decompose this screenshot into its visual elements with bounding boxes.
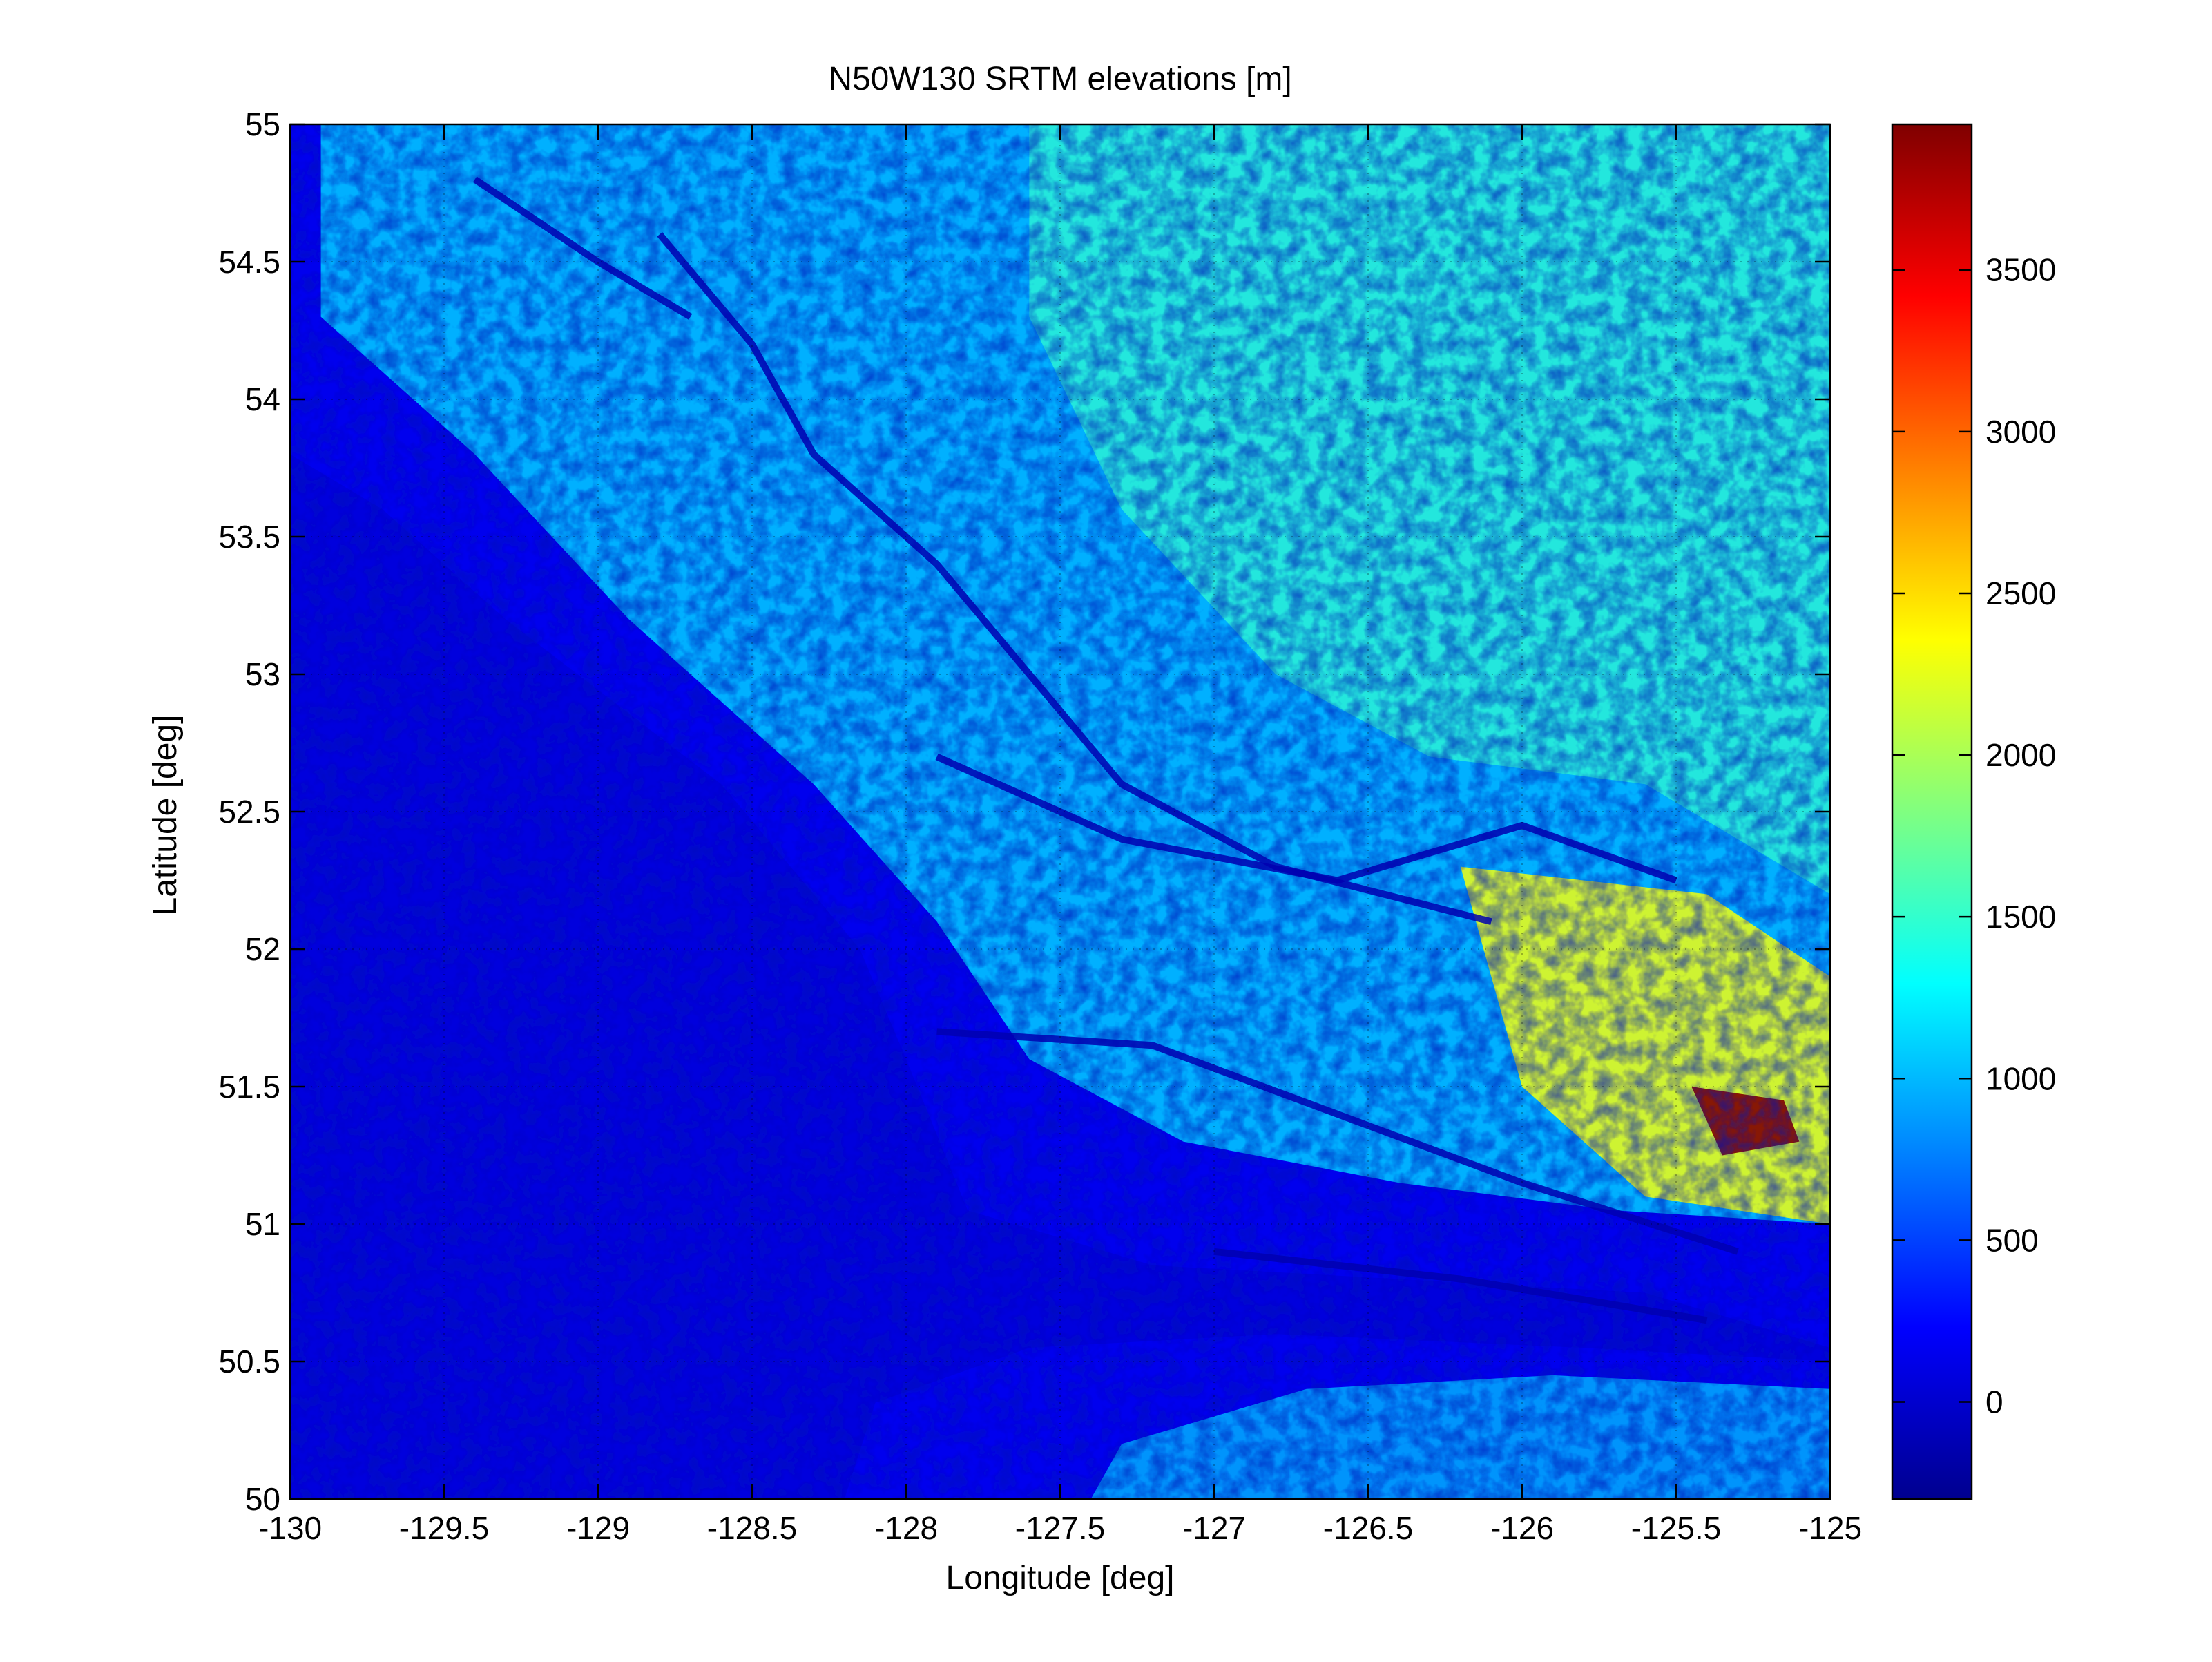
colorbar-tick-label: 3500: [1985, 252, 2056, 288]
x-tick-label: -127: [1182, 1510, 1246, 1546]
elevation-map: [289, 123, 1831, 1500]
y-tick-label: 50.5: [218, 1344, 280, 1379]
y-tick-label: 54.5: [218, 244, 280, 280]
x-tick-label: -125: [1798, 1510, 1862, 1546]
colorbar-tick-label: 2000: [1985, 737, 2056, 773]
colorbar-tick-label: 2500: [1985, 575, 2056, 611]
y-tick-label: 51: [245, 1206, 280, 1242]
fjord-line: [936, 1028, 1739, 1255]
colorbar-tick-label: 3000: [1985, 414, 2056, 450]
colorbar: 0 500 1000 1500 2000 2500 3000 3500: [1891, 123, 2056, 1500]
x-tick-label: -126.5: [1323, 1510, 1413, 1546]
colorbar-tick-label: 1500: [1985, 899, 2056, 935]
colorbar-frame: [1891, 123, 1973, 1500]
x-axis: -130 -129.5 -129 -128.5 -128 -127.5 -127 -126.5…: [258, 124, 1862, 1546]
y-tick-label: 53: [245, 656, 280, 692]
colorbar-gradient: [1892, 124, 1972, 1499]
x-tick-label: -128.5: [707, 1510, 797, 1546]
y-tick-label: 54: [245, 381, 280, 417]
x-tick-label: -129: [566, 1510, 630, 1546]
x-axis-label: Longitude [deg]: [946, 1560, 1175, 1596]
y-tick-label: 53.5: [218, 519, 280, 555]
x-tick-label: -127.5: [1015, 1510, 1105, 1546]
x-tick-label: -130: [258, 1510, 322, 1546]
fjord-line: [472, 176, 693, 320]
y-tick-label: 55: [245, 106, 280, 142]
y-axis: 50 50.5 51 51.5 52 52.5 53 53.5 54 54.5 55: [218, 106, 1830, 1517]
y-tick-label: 52.5: [218, 794, 280, 830]
x-tick-label: -126: [1490, 1510, 1554, 1546]
y-axis-label: Latitude [deg]: [147, 715, 184, 916]
fjord-line: [935, 753, 1677, 884]
colorbar-tick-label: 0: [1985, 1384, 2003, 1420]
fjord-line: [1213, 1248, 1708, 1324]
x-tick-label: -125.5: [1631, 1510, 1721, 1546]
y-tick-label: 52: [245, 931, 280, 967]
y-tick-label: 50: [245, 1481, 280, 1517]
fjord-line: [657, 231, 1492, 926]
chart-title: N50W130 SRTM elevations [m]: [828, 61, 1291, 97]
x-tick-label: -128: [874, 1510, 938, 1546]
colorbar-tick-label: 500: [1985, 1222, 2039, 1258]
y-tick-label: 51.5: [218, 1069, 280, 1105]
colorbar-tick-label: 1000: [1985, 1060, 2056, 1096]
x-tick-label: -129.5: [399, 1510, 489, 1546]
